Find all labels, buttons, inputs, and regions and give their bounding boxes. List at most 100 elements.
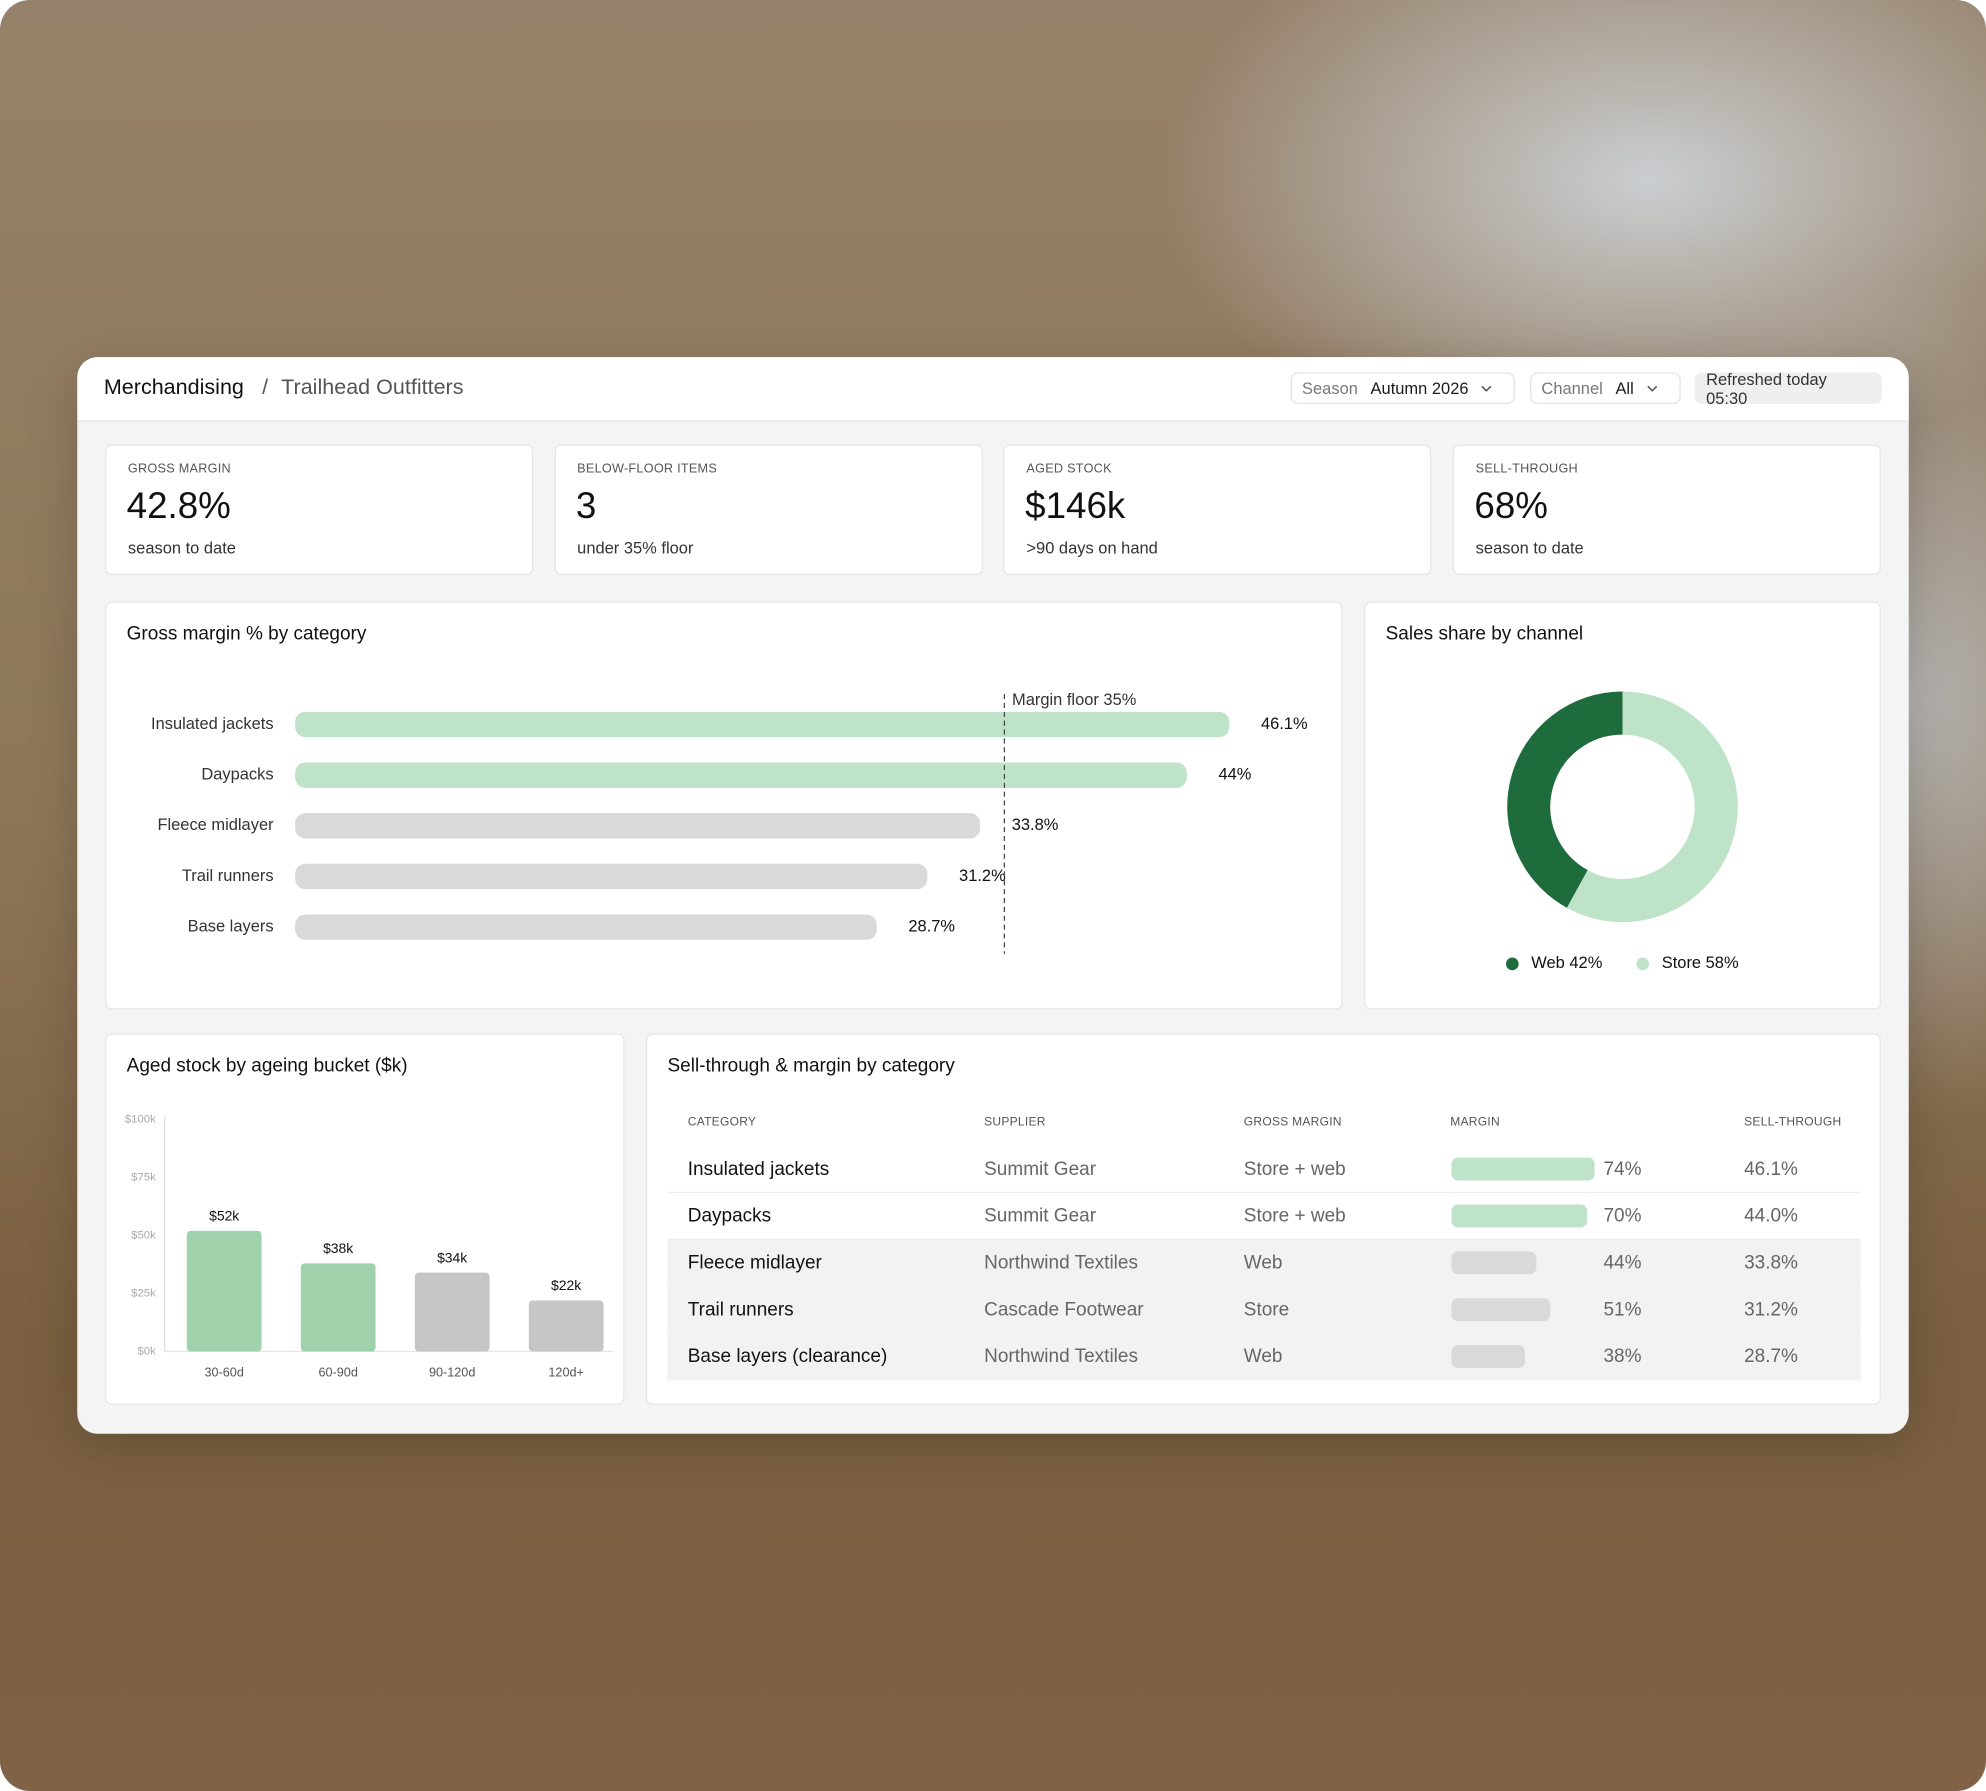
column-header: CATEGORY — [687, 1115, 757, 1130]
kpi-label: SELL-THROUGH — [1475, 462, 1578, 477]
kpi-card: GROSS MARGIN 42.8% season to date — [105, 444, 534, 576]
table-row — [667, 1333, 1861, 1380]
breadcrumb-root[interactable]: Merchandising — [103, 374, 244, 399]
table-row — [667, 1192, 1861, 1240]
chart-title: Aged stock by ageing bucket ($k) — [126, 1055, 408, 1077]
kpi-card: SELL-THROUGH 68% season to date — [1452, 444, 1881, 576]
value-label: 46.1% — [1261, 715, 1308, 733]
filter-value: Autumn 2026 — [1370, 378, 1469, 398]
legend-label: Store 58% — [1662, 954, 1739, 972]
filter-label: Season — [1302, 378, 1358, 398]
kpi-value: 42.8% — [126, 486, 231, 527]
x-tick-label: 90-120d — [429, 1365, 475, 1379]
margin-label: 38% — [1603, 1345, 1642, 1368]
chevron — [1647, 385, 1658, 392]
margin-bar — [1451, 1157, 1595, 1181]
column-header: SELL-THROUGH — [1744, 1115, 1842, 1130]
kpi-note: >90 days on hand — [1026, 538, 1158, 558]
sell-through-cell: 28.7% — [1744, 1345, 1798, 1368]
y-tick-label: $25k — [131, 1288, 156, 1300]
filter-value: All — [1615, 378, 1634, 398]
channel-cell: Web — [1243, 1252, 1283, 1274]
table-card: Sell-through & margin by category CATEGO… — [645, 1033, 1881, 1405]
category-cell: Trail runners — [687, 1298, 794, 1321]
supplier-cell: Summit Gear — [984, 1158, 1097, 1180]
table-row — [667, 1239, 1861, 1287]
value-label: 33.8% — [1012, 816, 1059, 834]
x-tick-label: 120d+ — [548, 1365, 584, 1379]
kpi-note: season to date — [127, 538, 236, 558]
column-header: SUPPLIER — [984, 1115, 1046, 1130]
bar — [295, 762, 1187, 788]
bar — [414, 1272, 490, 1352]
sell-through-cell: 33.8% — [1744, 1252, 1798, 1274]
breadcrumb-current: Trailhead Outfitters — [281, 374, 464, 399]
column-header: GROSS MARGIN — [1243, 1115, 1342, 1130]
bar — [295, 711, 1230, 738]
column-header: MARGIN — [1450, 1115, 1500, 1130]
kpi-label: AGED STOCK — [1026, 462, 1112, 477]
chart-title: Gross margin % by category — [126, 623, 367, 645]
supplier-cell: Summit Gear — [984, 1205, 1097, 1227]
value-label: $52k — [209, 1208, 239, 1224]
season-filter[interactable]: Season Autumn 2026 — [1290, 372, 1515, 405]
kpi-note: season to date — [1475, 538, 1584, 558]
y-tick-label: $50k — [131, 1230, 156, 1242]
chart-title: Sales share by channel — [1385, 623, 1584, 645]
x-tick-label: 60-90d — [318, 1365, 357, 1379]
margin-bar — [1451, 1298, 1551, 1322]
category-cell: Insulated jackets — [687, 1158, 830, 1180]
channel-cell: Store + web — [1243, 1205, 1346, 1227]
category-cell: Fleece midlayer — [687, 1252, 822, 1274]
bar — [295, 914, 877, 940]
donut-segment — [1566, 691, 1738, 923]
value-label: $34k — [437, 1249, 467, 1265]
margin-bar — [1451, 1204, 1588, 1228]
channel-chart-card: Sales share by channel Web 42% Store 58% — [1364, 601, 1881, 1010]
supplier-cell: Northwind Textiles — [984, 1252, 1138, 1274]
sell-through-cell: 44.0% — [1744, 1205, 1798, 1227]
category-cell: Base layers (clearance) — [687, 1345, 888, 1368]
channel-cell: Store — [1243, 1298, 1290, 1321]
bar — [528, 1300, 604, 1352]
value-label: 44% — [1218, 765, 1251, 783]
channel-cell: Store + web — [1243, 1158, 1346, 1180]
table-row — [667, 1286, 1861, 1334]
legend-swatch — [1505, 957, 1519, 971]
category-label: Base layers — [188, 917, 274, 935]
supplier-cell: Northwind Textiles — [984, 1345, 1138, 1368]
margin-bar — [1451, 1345, 1526, 1368]
channel-cell: Web — [1243, 1345, 1283, 1368]
margin-chart-card: Gross margin % by category Insulated jac… — [105, 601, 1343, 1010]
donut-segment — [1507, 691, 1624, 908]
category-label: Trail runners — [182, 867, 274, 885]
table-title: Sell-through & margin by category — [667, 1055, 955, 1077]
margin-chart: Insulated jackets 46.1% Daypacks 44% Fleece … — [151, 691, 1308, 954]
table-row — [667, 1146, 1861, 1193]
margin-label: 74% — [1603, 1158, 1642, 1180]
kpi-value: 3 — [575, 486, 597, 527]
refresh-text: Refreshed today 05:30 — [1706, 369, 1827, 408]
value-label: 28.7% — [908, 917, 955, 935]
bar — [295, 813, 981, 839]
kpi-value: 68% — [1474, 486, 1548, 527]
margin-label: 44% — [1603, 1252, 1642, 1274]
legend-swatch — [1636, 957, 1650, 971]
top-bar: Merchandising / Trailhead Outfitters Sea… — [77, 357, 1909, 422]
y-tick-label: $0k — [137, 1345, 156, 1357]
category-label: Daypacks — [201, 765, 273, 783]
kpi-note: under 35% floor — [577, 538, 694, 558]
kpi-value: $146k — [1025, 486, 1126, 527]
kpi-label: GROSS MARGIN — [127, 462, 231, 477]
channel-filter[interactable]: Channel All — [1530, 372, 1681, 405]
aged-chart: $0k $25k $50k $75k $100k $52k 30-60d $38k 60-90d… — [125, 1114, 614, 1379]
bar — [186, 1230, 262, 1352]
refresh-status: Refreshed today 05:30 — [1694, 369, 1883, 408]
kpi-card: BELOW-FLOOR ITEMS 3 under 35% floor — [554, 444, 983, 576]
value-label: $22k — [551, 1277, 581, 1293]
kpi-label: BELOW-FLOOR ITEMS — [577, 462, 718, 477]
supplier-cell: Cascade Footwear — [984, 1298, 1144, 1321]
